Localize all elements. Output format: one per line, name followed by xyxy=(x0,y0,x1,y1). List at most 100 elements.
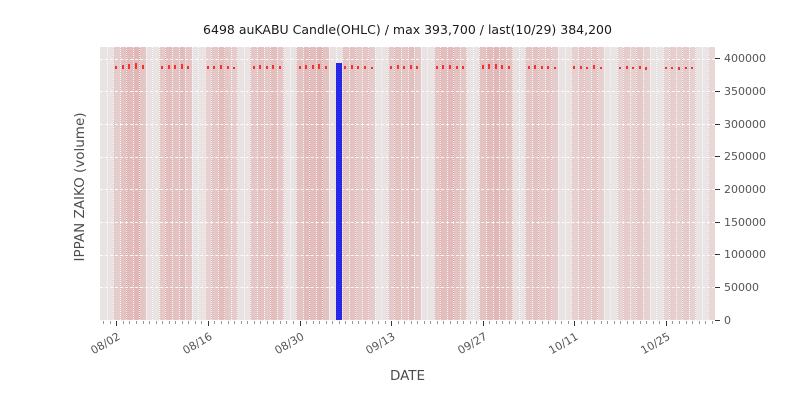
volume-bar xyxy=(512,47,520,320)
grid-line-vertical xyxy=(243,47,245,320)
x-tick-minor xyxy=(332,321,334,324)
x-tick-mark xyxy=(391,321,393,326)
grid-line-vertical xyxy=(708,47,710,320)
volume-bar xyxy=(315,47,323,320)
volume-bar xyxy=(472,47,480,320)
candle-mark xyxy=(481,65,484,70)
grid-line-vertical xyxy=(414,47,416,320)
grid-line-vertical xyxy=(283,47,285,320)
x-tick-mark xyxy=(207,321,209,326)
volume-bar xyxy=(243,47,251,320)
grid-line-vertical xyxy=(374,47,376,320)
grid-line-horizontal xyxy=(100,58,715,60)
x-tick-minor xyxy=(122,321,124,324)
candle-mark xyxy=(180,63,183,70)
candle-mark xyxy=(625,66,628,70)
volume-bar xyxy=(669,47,677,320)
volume-bar xyxy=(505,47,513,320)
volume-bar xyxy=(165,47,173,320)
candle-mark xyxy=(128,64,131,70)
volume-bar xyxy=(119,47,127,320)
grid-line-horizontal xyxy=(100,287,715,289)
candle-mark xyxy=(409,64,412,70)
grid-line-vertical xyxy=(328,47,330,320)
grid-line-horizontal xyxy=(100,189,715,191)
candle-mark xyxy=(363,65,366,70)
candle-mark xyxy=(174,65,177,70)
x-tick-minor xyxy=(155,321,157,324)
grid-line-vertical xyxy=(590,47,592,320)
x-tick-minor xyxy=(430,321,432,324)
volume-bar xyxy=(649,47,657,320)
x-tick-minor xyxy=(515,321,517,324)
candle-mark xyxy=(619,66,622,70)
grid-line-vertical xyxy=(557,47,559,320)
grid-line-vertical xyxy=(571,47,573,320)
volume-bar xyxy=(597,47,605,320)
y-tick-mark xyxy=(715,286,720,288)
candle-mark xyxy=(592,65,595,70)
candle-mark xyxy=(684,66,687,70)
volume-bar xyxy=(701,47,709,320)
grid-line-vertical xyxy=(276,47,278,320)
x-tick-minor xyxy=(633,321,635,324)
x-tick-minor xyxy=(711,321,713,324)
volume-bar xyxy=(577,47,585,320)
grid-line-vertical xyxy=(368,47,370,320)
grid-line-vertical xyxy=(499,47,501,320)
grid-line-vertical xyxy=(257,47,259,320)
x-tick-minor xyxy=(286,321,288,324)
volume-bar xyxy=(603,47,611,320)
grid-line-vertical xyxy=(171,47,173,320)
volume-bar xyxy=(309,47,317,320)
grid-line-vertical xyxy=(407,47,409,320)
candle-mark xyxy=(350,65,353,70)
grid-line-vertical xyxy=(656,47,658,320)
y-tick-label: 100000 xyxy=(724,248,766,262)
grid-line-vertical xyxy=(263,47,265,320)
x-tick-minor xyxy=(613,321,615,324)
volume-bar xyxy=(400,47,408,320)
volume-bar xyxy=(387,47,395,320)
grid-line-vertical xyxy=(512,47,514,320)
x-tick-minor xyxy=(319,321,321,324)
volume-bar xyxy=(420,47,428,320)
x-tick-minor xyxy=(587,321,589,324)
x-tick-minor xyxy=(456,321,458,324)
y-tick-mark xyxy=(715,254,720,256)
x-tick-minor xyxy=(593,321,595,324)
volume-bar xyxy=(145,47,153,320)
volume-bar xyxy=(283,47,291,320)
volume-bar xyxy=(230,47,238,320)
volume-bar xyxy=(374,47,382,320)
candle-mark xyxy=(494,63,497,69)
grid-line-vertical xyxy=(217,47,219,320)
grid-line-vertical xyxy=(616,47,618,320)
x-tick-minor xyxy=(705,321,707,324)
x-tick-minor xyxy=(109,321,111,324)
candle-mark xyxy=(691,67,694,70)
x-tick-minor xyxy=(364,321,366,324)
grid-line-vertical xyxy=(629,47,631,320)
candle-mark xyxy=(599,66,602,70)
volume-bar xyxy=(185,47,192,320)
x-tick-mark xyxy=(299,321,301,326)
grid-line-vertical xyxy=(584,47,586,320)
x-tick-minor xyxy=(436,321,438,324)
candle-mark xyxy=(645,67,648,70)
candle-mark xyxy=(671,66,674,70)
volume-bar xyxy=(348,47,356,320)
candle-mark xyxy=(187,65,190,70)
x-tick-minor xyxy=(103,321,105,324)
volume-bar xyxy=(656,47,664,320)
volume-bar xyxy=(407,47,415,320)
volume-bar xyxy=(492,47,500,320)
grid-line-vertical xyxy=(178,47,180,320)
grid-line-vertical xyxy=(538,47,540,320)
y-tick-mark xyxy=(715,221,720,223)
y-tick-label: 400000 xyxy=(724,52,766,66)
volume-bar xyxy=(132,47,140,320)
candle-mark xyxy=(115,65,118,70)
volume-bar xyxy=(564,47,572,320)
volume-bar xyxy=(551,47,559,320)
